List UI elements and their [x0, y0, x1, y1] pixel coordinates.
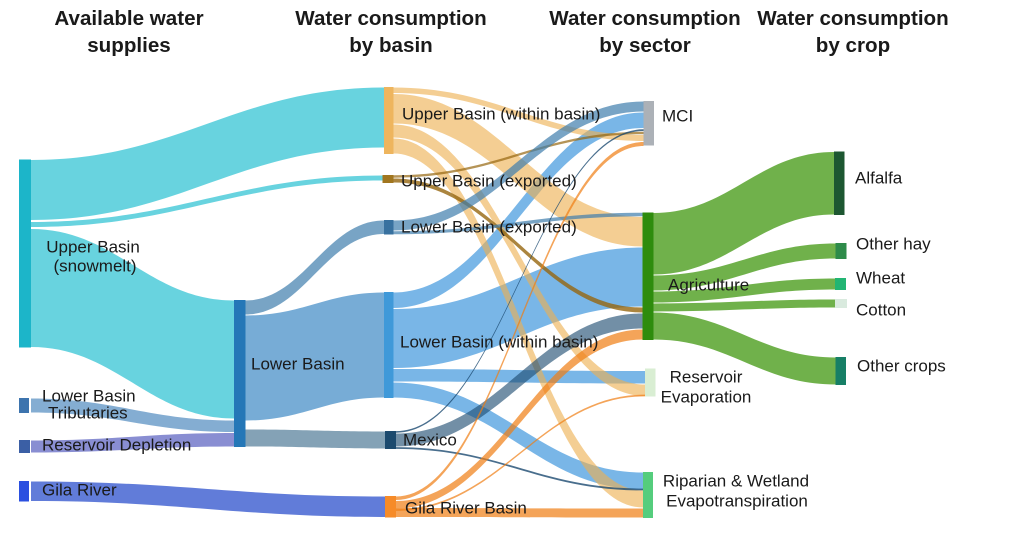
svg-text:by sector: by sector: [599, 34, 691, 57]
svg-text:supplies: supplies: [87, 34, 171, 57]
svg-text:Evaporation: Evaporation: [661, 388, 752, 407]
svg-text:MCI: MCI: [662, 107, 693, 126]
svg-text:Lower Basin: Lower Basin: [42, 387, 136, 406]
svg-text:Wheat: Wheat: [856, 269, 905, 288]
svg-text:Alfalfa: Alfalfa: [855, 169, 903, 188]
svg-text:Gila River: Gila River: [42, 481, 117, 500]
svg-text:Water consumption: Water consumption: [295, 7, 486, 30]
svg-text:(snowmelt): (snowmelt): [53, 257, 136, 276]
svg-text:Lower Basin (exported): Lower Basin (exported): [401, 218, 577, 237]
svg-text:Other crops: Other crops: [857, 357, 946, 376]
svg-text:Cotton: Cotton: [856, 301, 906, 320]
svg-text:Agriculture: Agriculture: [668, 276, 749, 295]
svg-text:Lower Basin (within basin): Lower Basin (within basin): [400, 333, 598, 352]
svg-text:Other hay: Other hay: [856, 235, 931, 254]
svg-text:Upper Basin (within basin): Upper Basin (within basin): [402, 105, 600, 124]
svg-text:Upper Basin: Upper Basin: [46, 238, 140, 257]
svg-text:Riparian & Wetland: Riparian & Wetland: [663, 472, 809, 491]
svg-text:by basin: by basin: [349, 34, 433, 57]
svg-text:Water consumption: Water consumption: [757, 7, 948, 30]
svg-text:Tributaries: Tributaries: [48, 404, 128, 423]
svg-text:Available water: Available water: [54, 7, 203, 30]
svg-text:Water consumption: Water consumption: [549, 7, 740, 30]
svg-text:Evapotranspiration: Evapotranspiration: [666, 492, 808, 511]
svg-text:Lower Basin: Lower Basin: [251, 355, 345, 374]
svg-text:Reservoir: Reservoir: [670, 368, 743, 387]
svg-text:Gila River Basin: Gila River Basin: [405, 499, 527, 518]
svg-text:by crop: by crop: [816, 34, 890, 57]
svg-text:Mexico: Mexico: [403, 431, 457, 450]
svg-text:Upper Basin (exported): Upper Basin (exported): [401, 172, 577, 191]
svg-text:Reservoir Depletion: Reservoir Depletion: [42, 436, 191, 455]
